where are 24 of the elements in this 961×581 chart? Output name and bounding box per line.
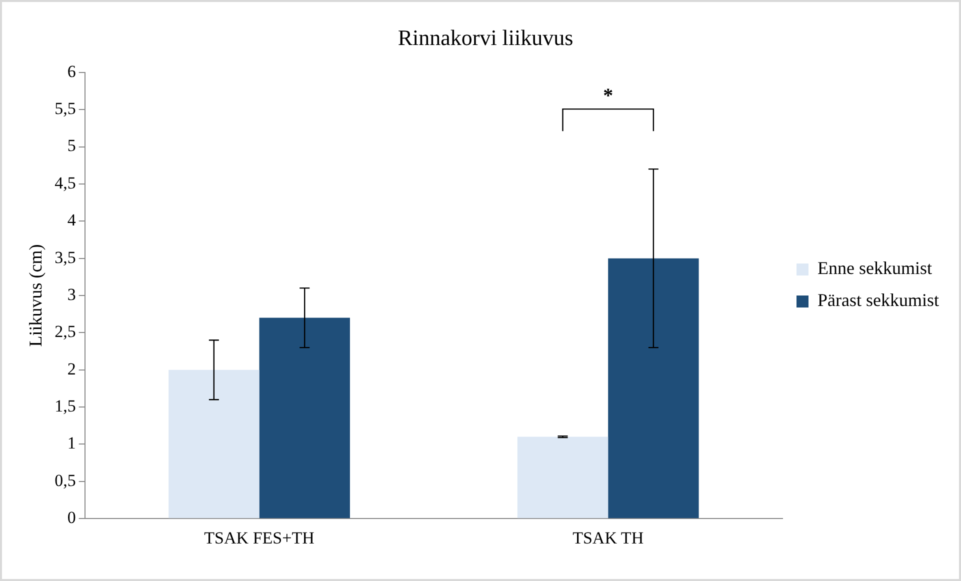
y-tick-label: 5 [67, 136, 76, 156]
y-tick-label: 0,5 [54, 470, 76, 490]
y-tick-label: 2,5 [54, 322, 76, 342]
y-tick-label: 0 [67, 508, 76, 528]
y-tick-label: 4,5 [54, 173, 76, 192]
bar [259, 318, 350, 518]
legend-label: Enne sekkumist [818, 258, 932, 278]
y-tick-label: 6 [67, 62, 76, 81]
y-tick-label: 2 [67, 359, 76, 378]
bar [608, 258, 699, 518]
y-tick-label: 4 [67, 210, 76, 230]
chart-title: Rinnakorvi liikuvus [398, 24, 574, 50]
bar [168, 370, 260, 518]
y-tick-label: 3 [67, 284, 76, 304]
y-tick-label: 1,5 [54, 396, 76, 416]
x-tick-label: TSAK FES+TH [204, 528, 314, 548]
legend-label: Pärast sekkumist [818, 290, 940, 310]
y-tick-label: 5,5 [54, 99, 76, 118]
y-tick-label: 3,5 [54, 248, 76, 267]
annotation: * [603, 85, 614, 108]
bar [517, 436, 608, 518]
y-axis-title: Liikuvus (cm) [26, 244, 46, 347]
y-tick-label: 1 [67, 434, 76, 453]
x-tick-label: TSAK TH [572, 528, 644, 548]
